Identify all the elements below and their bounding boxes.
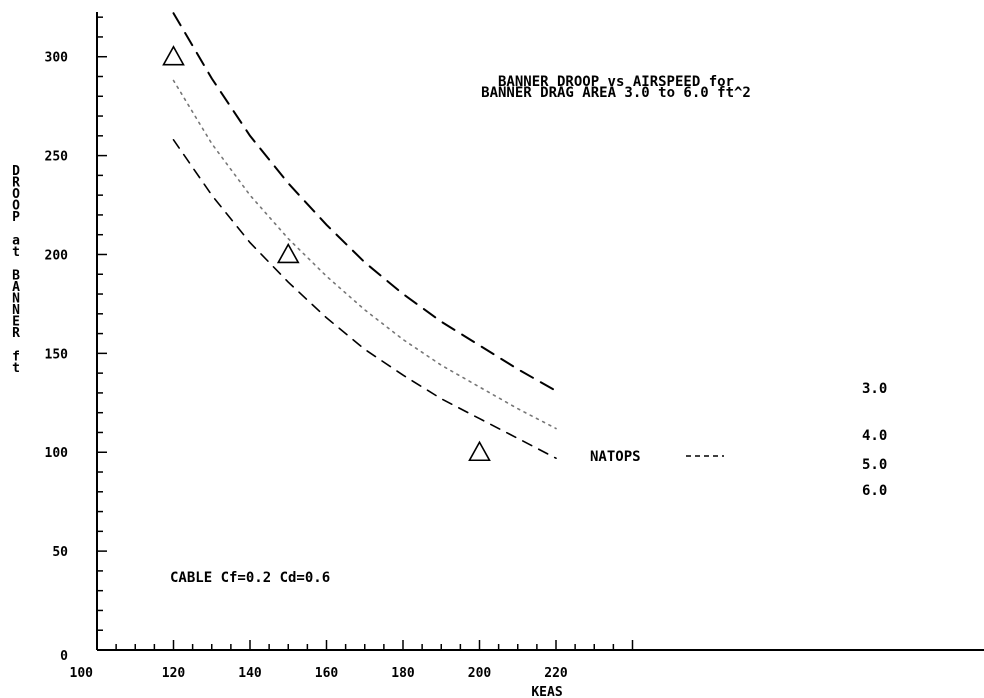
chart-title-line: BANNER DROOP vs AIRSPEED for (498, 74, 734, 90)
natops-label: NATOPS (590, 449, 641, 465)
natops-markers (162, 45, 491, 462)
text-labels: 100 120 140 160 180 200 220 0 50 100 150 200 250 300 K… (12, 51, 887, 698)
y-tick-label: 50 (52, 545, 68, 560)
series-line-4-0 (172, 79, 557, 430)
x-axis-label: KEAS (531, 685, 562, 698)
x-tick-label: 220 (544, 666, 568, 681)
y-tick-label: 200 (45, 248, 69, 263)
series-line-3-0 (172, 12, 557, 392)
cable-annotation: CABLE Cf=0.2 Cd=0.6 (170, 570, 330, 586)
x-tick-label: 120 (162, 666, 186, 681)
curve-label: 3.0 (862, 381, 887, 397)
y-tick-label: 300 (45, 51, 69, 66)
x-tick-label: 100 (70, 666, 94, 681)
natops-triangle (468, 440, 491, 462)
series-line-5-0 (172, 139, 557, 459)
natops-triangle (162, 45, 185, 66)
y-tick-label: 250 (45, 150, 69, 165)
chart-title-line: BANNER DRAG AREA 3.0 to 6.0 ft^2 (481, 85, 751, 101)
x-tick-label: 200 (468, 666, 492, 681)
x-tick-label: 160 (315, 666, 339, 681)
y-tick-label: 150 (45, 347, 69, 362)
curve-label: 5.0 (862, 457, 887, 473)
curve-label: 6.0 (862, 483, 887, 499)
y-tick-label: 0 (60, 649, 68, 664)
curve-label: 4.0 (862, 428, 887, 444)
x-tick-label: 180 (391, 666, 415, 681)
x-tick-label: 140 (238, 666, 262, 681)
axes (96, 12, 984, 651)
natops-triangle (276, 242, 300, 264)
curves (172, 12, 557, 459)
y-tick-label: 100 (45, 446, 69, 461)
